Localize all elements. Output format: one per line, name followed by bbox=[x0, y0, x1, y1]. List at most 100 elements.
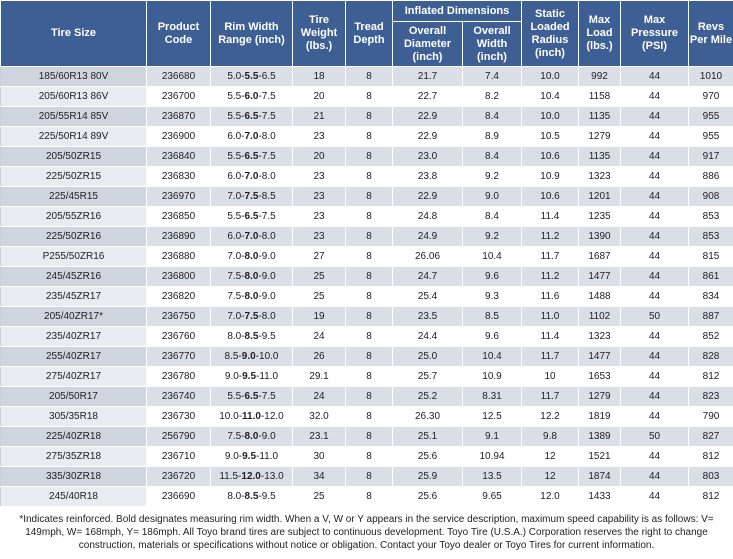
table-cell: 1323 bbox=[578, 166, 621, 187]
table-row: 235/45ZR17 236820 7.5-8.0-9.0 25 8 25.4 9.3 11.… bbox=[0, 286, 733, 307]
table-cell: 235/45ZR17 bbox=[0, 286, 147, 307]
measuring-rim-width: 6.5 bbox=[244, 391, 259, 402]
table-cell: 236720 bbox=[146, 466, 211, 487]
column-header: Product Code bbox=[146, 0, 211, 67]
table-cell: 44 bbox=[620, 446, 689, 467]
rim-width-part: -7.5 bbox=[258, 151, 276, 162]
table-cell: 1279 bbox=[578, 126, 621, 147]
column-header: Max Pressure (PSI) bbox=[620, 0, 689, 67]
table-row: 245/40R18 236690 8.0-8.5-9.5 25 8 25.6 9.65 12.… bbox=[0, 486, 733, 507]
table-cell: 1819 bbox=[578, 406, 621, 427]
measuring-rim-width: 8.0 bbox=[244, 251, 259, 262]
column-header: Overall Diameter (inch) bbox=[392, 21, 463, 67]
table-cell: 44 bbox=[620, 206, 689, 227]
column-header: Tire Weight (lbs.) bbox=[292, 0, 346, 67]
measuring-rim-width: 7.0 bbox=[244, 231, 259, 242]
table-cell: 11.7 bbox=[521, 246, 579, 267]
rim-width-part: 11.5- bbox=[219, 471, 242, 482]
table-cell: 10.0 bbox=[521, 66, 579, 87]
rim-width-cell: 5.5-6.5-7.5 bbox=[210, 206, 293, 227]
table-cell: 20 bbox=[292, 86, 346, 107]
table-row: 205/60R13 86V 236700 5.5-6.0-7.5 20 8 22.7 8.2… bbox=[0, 86, 733, 107]
table-cell: 8.4 bbox=[462, 206, 522, 227]
table-cell: 1158 bbox=[578, 86, 621, 107]
table-cell: 22.9 bbox=[392, 126, 463, 147]
rim-width-part: 5.5- bbox=[227, 91, 245, 102]
table-cell: 44 bbox=[620, 406, 689, 427]
table-cell: 25.0 bbox=[392, 346, 463, 367]
table-cell: 44 bbox=[620, 346, 689, 367]
table-cell: 9.2 bbox=[462, 226, 522, 247]
table-cell: 44 bbox=[620, 486, 689, 507]
table-cell: 1201 bbox=[578, 186, 621, 207]
table-cell: 236880 bbox=[146, 246, 211, 267]
column-header: Overall Width (inch) bbox=[462, 21, 522, 67]
table-cell: 255/40ZR17 bbox=[0, 346, 147, 367]
table-cell: 1488 bbox=[578, 286, 621, 307]
table-row: 245/45ZR16 236800 7.5-8.0-9.0 25 8 24.7 9.6 11.… bbox=[0, 266, 733, 287]
table-row: 305/35R18 236730 10.0-11.0-12.0 32.0 8 26.30 1… bbox=[0, 406, 733, 427]
table-cell: 11.2 bbox=[521, 266, 579, 287]
rim-width-part: -11.0 bbox=[256, 371, 279, 382]
rim-width-part: -7.5 bbox=[258, 91, 276, 102]
rim-width-cell: 7.5-8.0-9.0 bbox=[210, 426, 293, 447]
header-row: Overall Diameter (inch) Overall Width (in… bbox=[1, 21, 733, 67]
table-cell: 236700 bbox=[146, 86, 211, 107]
rim-width-part: 10.0- bbox=[219, 411, 243, 422]
table-cell: 1135 bbox=[578, 146, 621, 167]
table-cell: P255/50ZR16 bbox=[0, 246, 147, 267]
table-cell: 8 bbox=[345, 286, 393, 307]
table-cell: 9.6 bbox=[462, 326, 522, 347]
table-cell: 20 bbox=[292, 146, 346, 167]
measuring-rim-width: 9.5 bbox=[242, 371, 257, 382]
measuring-rim-width: 6.0 bbox=[244, 91, 259, 102]
table-cell: 236900 bbox=[146, 126, 211, 147]
rim-width-cell: 7.0-7.5-8.0 bbox=[210, 306, 293, 327]
measuring-rim-width: 8.5 bbox=[244, 491, 259, 502]
group-header: Inflated Dimensions bbox=[392, 0, 522, 22]
table-cell: 9.2 bbox=[462, 166, 522, 187]
table-cell: 44 bbox=[620, 66, 689, 87]
table-row: 225/50ZR15 236830 6.0-7.0-8.0 23 8 23.8 9.2 10.… bbox=[0, 166, 733, 187]
table-cell: 225/40ZR18 bbox=[0, 426, 147, 447]
measuring-rim-width: 7.5 bbox=[244, 191, 259, 202]
table-cell: 10 bbox=[521, 366, 579, 387]
table-cell: 955 bbox=[688, 126, 733, 147]
table-cell: 236890 bbox=[146, 226, 211, 247]
header-row: Tire Size Product Code Rim Width Range (in… bbox=[0, 0, 733, 67]
rim-width-part: 7.0- bbox=[227, 251, 245, 262]
table-cell: 1279 bbox=[578, 386, 621, 407]
measuring-rim-width: 6.5 bbox=[244, 151, 259, 162]
table-cell: 827 bbox=[688, 426, 733, 447]
rim-width-cell: 6.0-7.0-8.0 bbox=[210, 166, 293, 187]
rim-width-part: -13.0 bbox=[260, 471, 284, 482]
table-cell: 8 bbox=[345, 366, 393, 387]
table-cell: 44 bbox=[620, 366, 689, 387]
table-cell: 12.0 bbox=[521, 486, 579, 507]
table-cell: 26 bbox=[292, 346, 346, 367]
table-cell: 27 bbox=[292, 246, 346, 267]
table-cell: 8 bbox=[345, 406, 393, 427]
table-cell: 7.4 bbox=[462, 66, 522, 87]
table-cell: 236710 bbox=[146, 446, 211, 467]
table-cell: 25 bbox=[292, 486, 346, 507]
table-cell: 23 bbox=[292, 206, 346, 227]
measuring-rim-width: 7.0 bbox=[244, 171, 259, 182]
table-cell: 26.30 bbox=[392, 406, 463, 427]
table-cell: 12 bbox=[521, 446, 579, 467]
table-cell: 1102 bbox=[578, 306, 621, 327]
table-cell: 1874 bbox=[578, 466, 621, 487]
table-cell: 275/40ZR17 bbox=[0, 366, 147, 387]
table-body: 185/60R13 80V 236680 5.0-5.5-6.5 18 8 21.7 7.4… bbox=[0, 66, 733, 507]
rim-width-part: -9.0 bbox=[258, 251, 276, 262]
table-cell: 275/35ZR18 bbox=[0, 446, 147, 467]
table-cell: 44 bbox=[620, 286, 689, 307]
rim-width-cell: 5.0-5.5-6.5 bbox=[210, 66, 293, 87]
table-cell: 8 bbox=[345, 166, 393, 187]
table-cell: 1521 bbox=[578, 446, 621, 467]
measuring-rim-width: 5.5 bbox=[244, 71, 259, 82]
table-cell: 29.1 bbox=[292, 366, 346, 387]
measuring-rim-width: 12.0 bbox=[241, 471, 261, 482]
table-header: Tire Size Product Code Rim Width Range (in… bbox=[0, 0, 733, 67]
table-cell: 22.9 bbox=[392, 106, 463, 127]
